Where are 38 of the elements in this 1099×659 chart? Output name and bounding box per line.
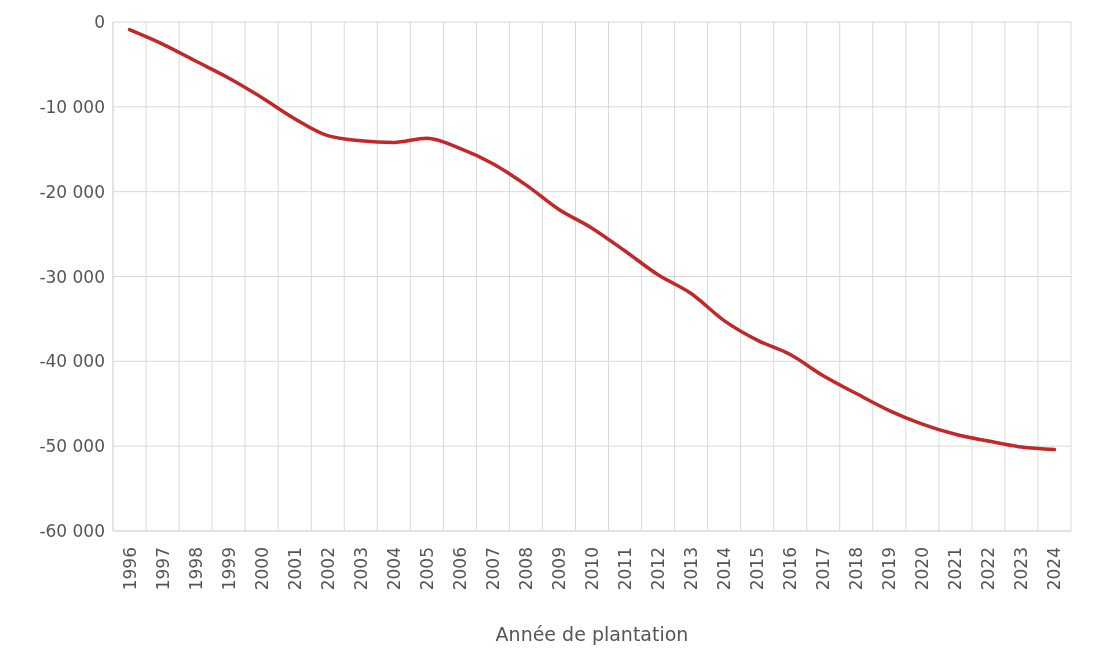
x-tick-label: 2013 [681,547,702,591]
y-tick-label: -50 000 [39,436,105,457]
x-tick-label: 1997 [152,547,173,591]
x-tick-label: 2005 [416,547,437,591]
x-tick-label: 2008 [515,547,536,591]
x-tick-label: 1996 [119,547,140,591]
x-tick-label: 2011 [615,547,636,591]
x-tick-label: 2019 [879,547,900,591]
x-tick-label: 2017 [813,547,834,591]
y-tick-label: -30 000 [39,266,105,287]
x-tick-label: 2020 [912,547,933,591]
x-tick-label: 1998 [185,547,206,591]
x-tick-label: 2001 [284,547,305,591]
x-tick-label: 2003 [350,547,371,591]
x-tick-label: 2023 [1011,547,1032,591]
x-tick-label: 2015 [747,547,768,591]
y-tick-label: -60 000 [39,521,105,542]
y-tick-label: -40 000 [39,351,105,372]
line-series [127,27,1057,452]
y-tick-label: -20 000 [39,181,105,202]
x-tick-label: 2024 [1044,547,1065,591]
x-tick-label: 2010 [582,547,602,591]
x-tick-label: 2012 [648,547,669,591]
x-tick-label: 2018 [846,547,867,591]
y-tick-label: 0 [94,12,105,33]
x-tick-label: 2007 [482,547,503,591]
x-tick-label: 2000 [251,547,272,591]
x-tick-label: 2021 [945,547,966,591]
x-axis-title: Année de plantation [495,623,689,645]
x-tick-label: 2022 [978,547,999,591]
x-tick-label: 2014 [714,547,735,591]
x-tick-label: 2006 [449,547,470,591]
y-tick-label: -10 000 [39,96,105,117]
x-tick-label: 2002 [317,547,338,591]
x-tick-label: 2016 [780,547,801,591]
x-tick-label: 1999 [218,547,239,591]
x-tick-label: 2004 [383,547,404,591]
x-tick-label: 2009 [548,547,569,591]
